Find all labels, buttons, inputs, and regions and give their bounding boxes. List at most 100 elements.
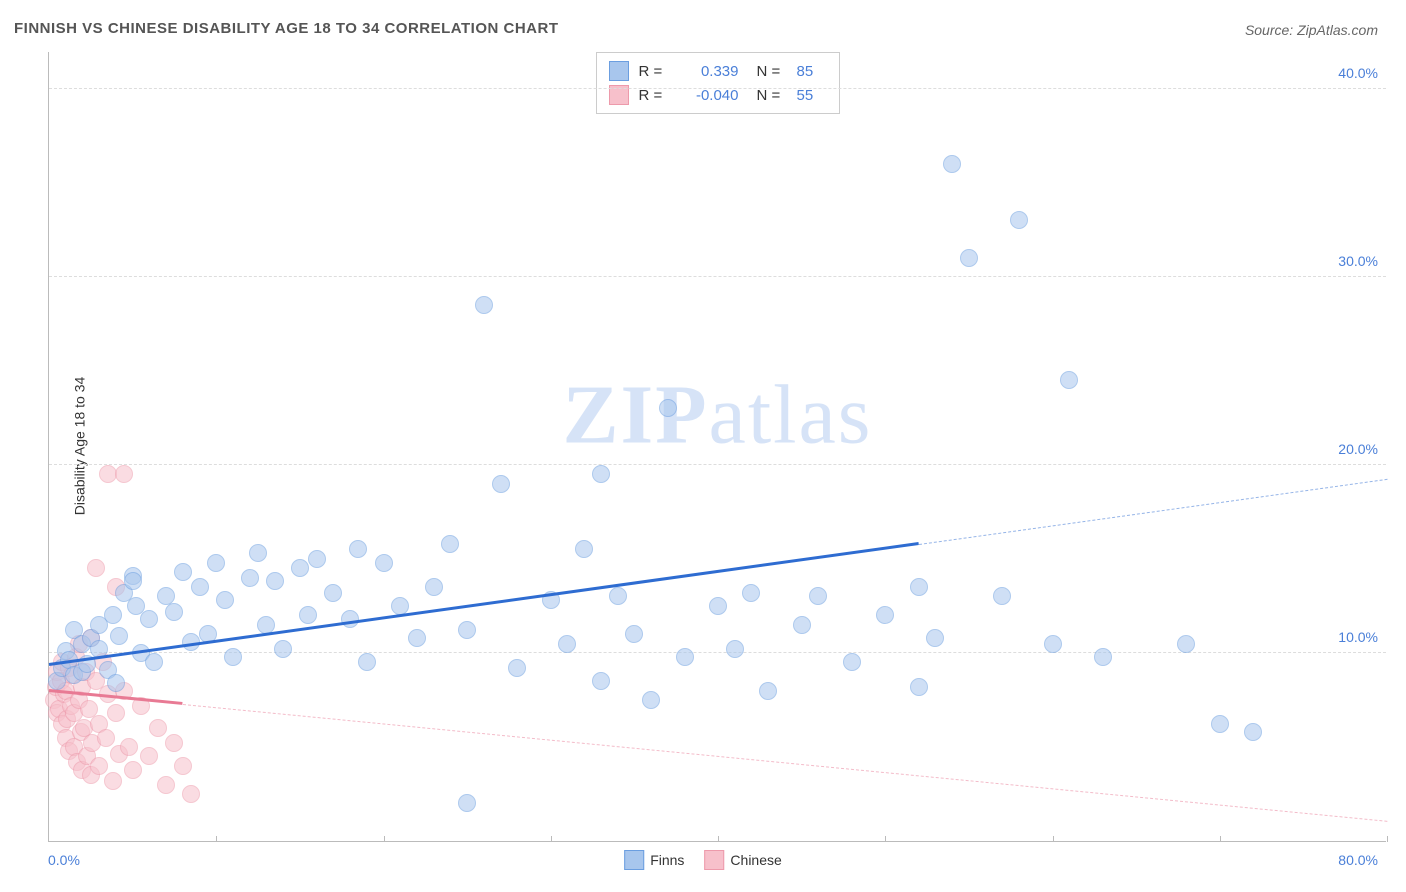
data-point [87, 559, 105, 577]
data-point [943, 155, 961, 173]
data-point [1044, 635, 1062, 653]
r-label: R = [639, 87, 669, 104]
data-point [165, 734, 183, 752]
swatch-chinese-bottom [704, 850, 724, 870]
data-point [809, 587, 827, 605]
data-point [349, 540, 367, 558]
y-tick-label: 20.0% [1338, 441, 1378, 457]
r-value-finns: 0.339 [679, 63, 739, 80]
data-point [1177, 635, 1195, 653]
data-point [107, 704, 125, 722]
data-point [124, 572, 142, 590]
data-point [308, 550, 326, 568]
data-point [299, 606, 317, 624]
data-point [110, 627, 128, 645]
data-point [659, 399, 677, 417]
legend-label-finns: Finns [650, 852, 684, 868]
data-point [592, 465, 610, 483]
x-minor-tick [384, 836, 385, 842]
data-point [910, 678, 928, 696]
legend-item-chinese: Chinese [704, 850, 781, 870]
y-tick-label: 10.0% [1338, 629, 1378, 645]
data-point [993, 587, 1011, 605]
x-minor-tick [885, 836, 886, 842]
y-tick-label: 30.0% [1338, 253, 1378, 269]
swatch-finns [609, 61, 629, 81]
r-label: R = [639, 63, 669, 80]
legend-item-finns: Finns [624, 850, 684, 870]
data-point [174, 757, 192, 775]
data-point [458, 794, 476, 812]
data-point [441, 535, 459, 553]
data-point [165, 603, 183, 621]
data-point [341, 610, 359, 628]
y-tick-label: 40.0% [1338, 65, 1378, 81]
data-point [97, 729, 115, 747]
watermark-light: atlas [709, 368, 873, 461]
data-point [107, 674, 125, 692]
r-value-chinese: -0.040 [679, 87, 739, 104]
data-point [90, 757, 108, 775]
x-tick-max: 80.0% [1338, 852, 1378, 868]
n-label: N = [757, 87, 787, 104]
watermark-bold: ZIP [563, 368, 709, 461]
data-point [191, 578, 209, 596]
data-point [266, 572, 284, 590]
data-point [726, 640, 744, 658]
x-minor-tick [216, 836, 217, 842]
data-point [149, 719, 167, 737]
data-point [157, 776, 175, 794]
n-value-chinese: 55 [797, 87, 827, 104]
chart-title: FINNISH VS CHINESE DISABILITY AGE 18 TO … [14, 20, 559, 37]
data-point [742, 584, 760, 602]
data-point [575, 540, 593, 558]
correlation-legend: R = 0.339 N = 85 R = -0.040 N = 55 [596, 52, 840, 114]
data-point [324, 584, 342, 602]
legend-row-chinese: R = -0.040 N = 55 [609, 83, 827, 107]
data-point [120, 738, 138, 756]
data-point [140, 747, 158, 765]
data-point [249, 544, 267, 562]
swatch-finns-bottom [624, 850, 644, 870]
data-point [140, 610, 158, 628]
data-point [99, 465, 117, 483]
data-point [592, 672, 610, 690]
data-point [508, 659, 526, 677]
data-point [291, 559, 309, 577]
data-point [115, 465, 133, 483]
plot-area: ZIPatlas R = 0.339 N = 85 R = -0.040 N =… [48, 52, 1386, 842]
data-point [216, 591, 234, 609]
data-point [274, 640, 292, 658]
data-point [876, 606, 894, 624]
data-point [910, 578, 928, 596]
data-point [709, 597, 727, 615]
data-point [642, 691, 660, 709]
data-point [375, 554, 393, 572]
data-point [224, 648, 242, 666]
data-point [207, 554, 225, 572]
data-point [1010, 211, 1028, 229]
watermark: ZIPatlas [563, 366, 873, 463]
legend-label-chinese: Chinese [730, 852, 781, 868]
x-minor-tick [1053, 836, 1054, 842]
data-point [425, 578, 443, 596]
gridline [49, 276, 1386, 277]
x-minor-tick [718, 836, 719, 842]
n-value-finns: 85 [797, 63, 827, 80]
data-point [558, 635, 576, 653]
data-point [1060, 371, 1078, 389]
x-tick-min: 0.0% [48, 852, 80, 868]
data-point [492, 475, 510, 493]
data-point [145, 653, 163, 671]
data-point [960, 249, 978, 267]
source-attribution: Source: ZipAtlas.com [1245, 22, 1378, 38]
trend-line [919, 479, 1387, 545]
legend-row-finns: R = 0.339 N = 85 [609, 59, 827, 83]
data-point [182, 785, 200, 803]
data-point [104, 772, 122, 790]
data-point [475, 296, 493, 314]
gridline [49, 88, 1386, 89]
data-point [458, 621, 476, 639]
data-point [358, 653, 376, 671]
data-point [926, 629, 944, 647]
